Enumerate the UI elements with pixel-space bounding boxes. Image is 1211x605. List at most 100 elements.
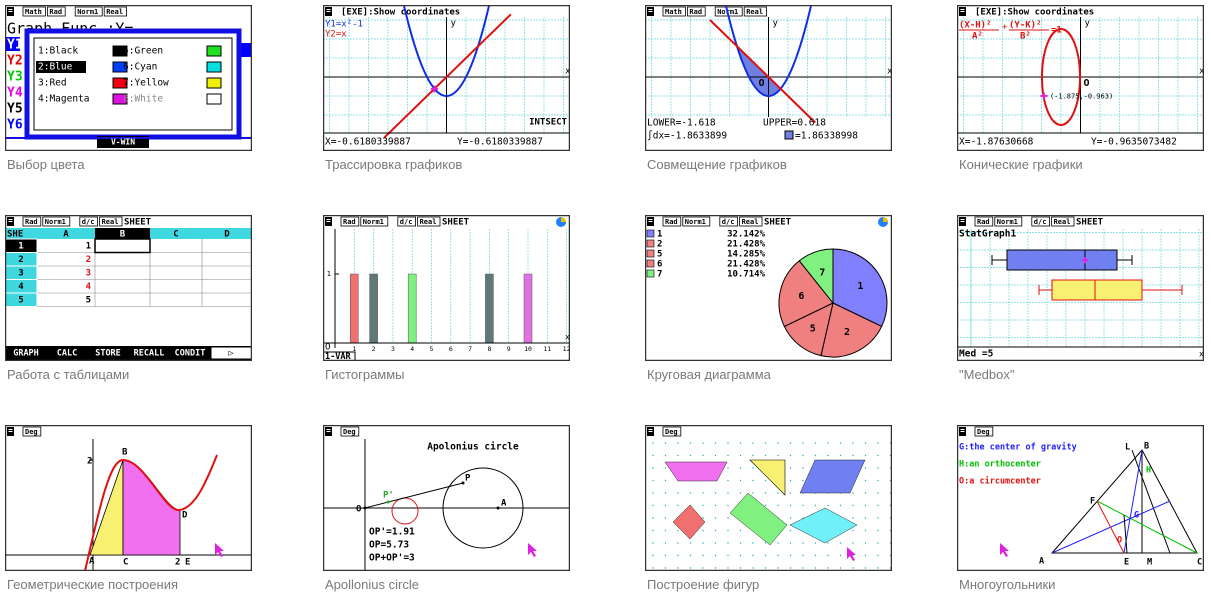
screen-text: 4 <box>18 282 24 292</box>
caption[interactable]: "Medbox" <box>959 367 1014 382</box>
screen-text: 2 <box>86 255 91 265</box>
screen-text: C <box>173 230 178 240</box>
screen-text: StatGraph1 <box>959 229 1016 240</box>
grid-dot <box>752 480 753 481</box>
screen-text: Deg <box>343 428 356 436</box>
screen-text: B² <box>1020 32 1031 42</box>
grid-dot <box>777 492 778 493</box>
grid-dot <box>790 555 791 556</box>
grid-dot <box>765 442 766 443</box>
grid-dot <box>690 542 691 543</box>
screen-text: d/c <box>1034 218 1047 226</box>
grid-dot <box>727 480 728 481</box>
screen-text: 1 <box>18 242 23 252</box>
shape <box>785 131 793 139</box>
grid-dot <box>840 455 841 456</box>
grid-dot <box>652 555 653 556</box>
caption[interactable]: Совмещение графиков <box>647 157 787 172</box>
grid-dot <box>790 567 791 568</box>
grid-dot <box>702 492 703 493</box>
screen-text: OP'=1.91 <box>369 527 415 538</box>
grid-dot <box>865 492 866 493</box>
grid-dot <box>752 567 753 568</box>
screen-text: Y4 <box>7 86 23 101</box>
grid-dot <box>840 442 841 443</box>
grid-dot <box>790 442 791 443</box>
grid-dot <box>665 517 666 518</box>
screen-text: X=-0.6180339887 <box>325 137 411 148</box>
grid-dot <box>752 455 753 456</box>
gallery-item[interactable]: Deg Построение фигур <box>645 425 895 605</box>
screen-text: Deg <box>665 428 678 436</box>
gallery-item[interactable]: MathRadNorm1RealGraph Func :Y=Y1Y2Y3Y4Y5… <box>5 5 255 185</box>
caption[interactable]: Многоугольники <box>959 577 1055 592</box>
screen-text: 5 <box>430 345 434 353</box>
shape <box>9 9 13 10</box>
caption[interactable]: Круговая диаграмма <box>647 367 771 382</box>
grid-dot <box>852 492 853 493</box>
grid-dot <box>727 467 728 468</box>
caption[interactable]: Построение фигур <box>647 577 759 592</box>
screen-text: SHEET <box>124 218 152 228</box>
shape <box>9 219 13 220</box>
caption[interactable]: Трассировка графиков <box>325 157 462 172</box>
grid-dot <box>740 455 741 456</box>
screen-text: Rad <box>49 8 62 16</box>
grid-dot <box>740 542 741 543</box>
screen-text: A <box>501 499 507 509</box>
screen-text: Real <box>420 218 437 226</box>
grid-dot <box>665 480 666 481</box>
grid-dot <box>777 505 778 506</box>
screen-text: H <box>1146 466 1151 476</box>
screen-text: 5:Green <box>123 46 163 57</box>
screen-text: V-WIN <box>111 138 135 147</box>
grid-dot <box>740 555 741 556</box>
grid-dot <box>865 467 866 468</box>
screen-text: 6:Cyan <box>123 62 157 73</box>
grid-dot <box>852 517 853 518</box>
grid-dot <box>652 567 653 568</box>
screen-text: + <box>1002 23 1008 33</box>
caption[interactable]: Apollonius circle <box>325 577 419 592</box>
screen-text: (X-H)² <box>959 21 992 31</box>
screen-text: CALC <box>57 349 77 359</box>
screen-text: (Y-K)² <box>1009 21 1042 31</box>
grid-dot <box>777 455 778 456</box>
grid-dot <box>727 505 728 506</box>
grid-dot <box>865 567 866 568</box>
grid-dot <box>877 442 878 443</box>
grid-dot <box>790 505 791 506</box>
caption[interactable]: Выбор цвета <box>7 157 85 172</box>
grid-dot <box>802 442 803 443</box>
caption[interactable]: Работа с таблицами <box>7 367 129 382</box>
caption[interactable]: Геометрические построения <box>7 577 178 592</box>
shape <box>649 11 653 12</box>
screen-text: Norm1 <box>997 218 1018 226</box>
grid-dot <box>702 542 703 543</box>
caption[interactable]: Конические графики <box>959 157 1083 172</box>
cross: ✚ <box>1081 253 1089 268</box>
shape <box>647 240 654 247</box>
grid-dot <box>865 530 866 531</box>
grid-dot <box>702 567 703 568</box>
grid-dot <box>727 530 728 531</box>
grid-dot <box>727 455 728 456</box>
grid-dot <box>677 492 678 493</box>
screen-text: 3 <box>86 269 91 279</box>
screen-text: E <box>185 558 190 568</box>
screen-text: D <box>182 511 188 521</box>
shape <box>647 270 654 277</box>
screen-text: STORE <box>95 349 121 359</box>
caption[interactable]: Гистограммы <box>325 367 405 382</box>
grid-dot <box>777 542 778 543</box>
